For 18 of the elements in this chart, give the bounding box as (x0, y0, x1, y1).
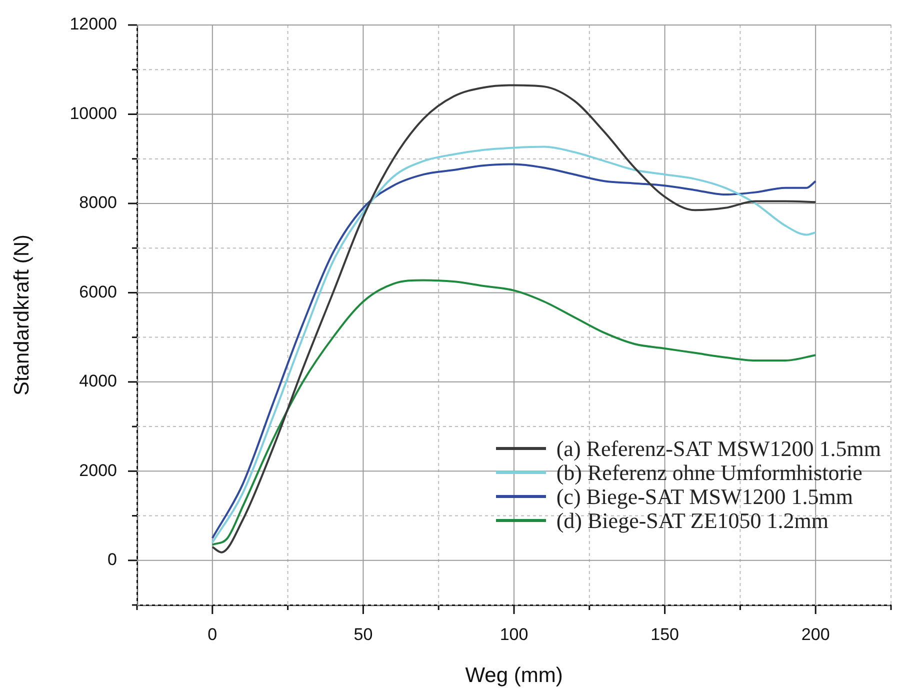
legend-label: (c) Biege-SAT MSW1200 1.5mm (556, 484, 853, 509)
legend-label: (a) Referenz-SAT MSW1200 1.5mm (556, 436, 881, 461)
y-tick-label: 4000 (79, 372, 117, 391)
y-tick-label: 12000 (70, 14, 117, 34)
y-axis-title: Standardkraft (N) (10, 234, 34, 396)
x-tick-label: 150 (650, 624, 679, 644)
x-tick-label: 100 (500, 624, 528, 644)
y-tick-label: 0 (108, 550, 117, 570)
legend-label: (b) Referenz ohne Umformhistorie (556, 460, 862, 485)
y-tick-label: 2000 (79, 460, 117, 480)
y-tick-label: 8000 (79, 193, 117, 212)
x-tick-label: 0 (208, 624, 218, 644)
x-tick-label: 200 (801, 624, 830, 644)
x-tick-label: 50 (354, 624, 373, 644)
y-tick-label: 10000 (70, 104, 117, 123)
y-tick-label: 6000 (79, 282, 117, 302)
x-axis-title: Weg (mm) (465, 664, 563, 688)
legend-label: (d) Biege-SAT ZE1050 1.2mm (556, 508, 828, 533)
